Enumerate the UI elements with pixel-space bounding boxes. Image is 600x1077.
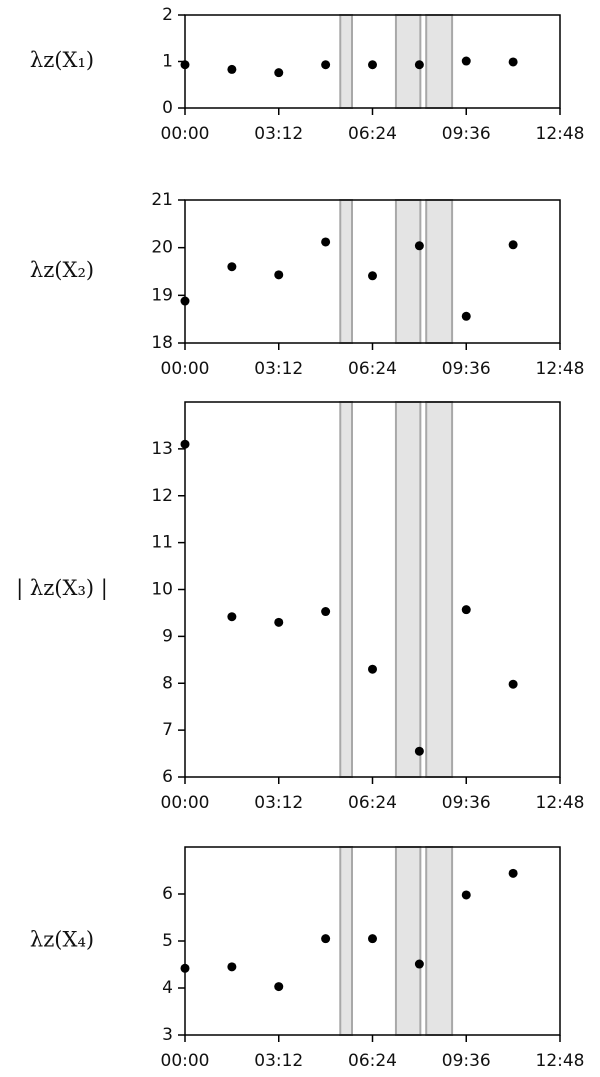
shaded-region	[339, 846, 353, 1036]
y-tick-label: 20	[151, 238, 173, 258]
data-point	[508, 679, 518, 689]
shaded-region	[425, 14, 454, 109]
data-point	[321, 60, 331, 70]
y-tick-label: 11	[151, 533, 173, 553]
x-tick-label: 12:48	[536, 359, 585, 379]
y-tick-label: 1	[162, 52, 173, 72]
x-tick-label: 00:00	[161, 359, 210, 379]
data-point	[321, 934, 331, 944]
data-point	[321, 607, 331, 617]
data-point	[321, 237, 331, 247]
y-tick-label: 10	[151, 580, 173, 600]
y-tick-label: 12	[151, 486, 173, 506]
data-point	[368, 664, 377, 674]
y-tick-label: 0	[162, 98, 173, 118]
shaded-region	[339, 401, 353, 778]
y-tick-label: 7	[162, 720, 173, 740]
y-axis-label: λz(X₄)	[30, 928, 94, 952]
shaded-region	[339, 199, 353, 344]
x-tick-label: 06:24	[348, 359, 397, 379]
shaded-region	[425, 846, 454, 1036]
data-point	[227, 962, 237, 972]
data-point	[368, 60, 377, 70]
x-tick-label: 12:48	[536, 1051, 585, 1071]
y-tick-label: 2	[162, 5, 173, 25]
data-point	[461, 311, 471, 321]
data-point	[227, 612, 237, 622]
y-tick-label: 8	[162, 673, 173, 693]
y-tick-label: 19	[151, 285, 173, 305]
data-point	[274, 270, 284, 280]
data-point	[414, 60, 424, 70]
x-tick-label: 00:00	[161, 1051, 210, 1071]
data-point	[368, 934, 377, 944]
data-point	[508, 240, 518, 250]
data-point	[227, 64, 237, 74]
y-axis-label: | λz(X₃) |	[16, 576, 108, 601]
y-tick-label: 5	[162, 931, 173, 951]
data-point	[274, 982, 284, 992]
x-tick-label: 00:00	[161, 124, 210, 144]
data-point	[414, 746, 424, 756]
shaded-region	[425, 199, 454, 344]
y-tick-label: 18	[151, 333, 173, 353]
data-point	[227, 262, 237, 272]
shaded-region	[394, 846, 422, 1036]
y-axis-label: λz(X₁)	[30, 48, 94, 72]
data-point	[461, 890, 471, 900]
y-axis-label: λz(X₂)	[30, 258, 94, 282]
data-point	[414, 959, 424, 969]
data-point	[414, 241, 424, 251]
y-tick-label: 4	[162, 978, 173, 998]
x-tick-label: 06:24	[348, 124, 397, 144]
x-tick-label: 00:00	[161, 793, 210, 813]
x-tick-label: 12:48	[536, 124, 585, 144]
plot-frame	[184, 401, 561, 778]
x-tick-label: 09:36	[442, 1051, 491, 1071]
x-tick-label: 03:12	[254, 124, 303, 144]
x-tick-label: 09:36	[442, 124, 491, 144]
data-point	[461, 56, 471, 66]
data-point	[461, 605, 471, 615]
x-tick-label: 06:24	[348, 793, 397, 813]
shaded-region	[339, 14, 353, 109]
y-tick-label: 6	[162, 767, 173, 787]
y-tick-label: 3	[162, 1025, 173, 1045]
x-tick-label: 09:36	[442, 359, 491, 379]
x-tick-label: 03:12	[254, 1051, 303, 1071]
data-point	[274, 68, 284, 78]
data-point	[508, 57, 518, 67]
y-tick-label: 6	[162, 884, 173, 904]
shaded-region	[394, 199, 422, 344]
x-tick-label: 03:12	[254, 359, 303, 379]
y-tick-label: 13	[151, 439, 173, 459]
shaded-region	[394, 401, 422, 778]
x-tick-label: 09:36	[442, 793, 491, 813]
y-tick-label: 21	[151, 190, 173, 210]
shaded-region	[425, 401, 454, 778]
data-point	[274, 617, 284, 627]
x-tick-label: 06:24	[348, 1051, 397, 1071]
data-point	[368, 271, 377, 281]
y-tick-label: 9	[162, 626, 173, 646]
data-point	[508, 868, 518, 878]
x-tick-label: 12:48	[536, 793, 585, 813]
x-tick-label: 03:12	[254, 793, 303, 813]
